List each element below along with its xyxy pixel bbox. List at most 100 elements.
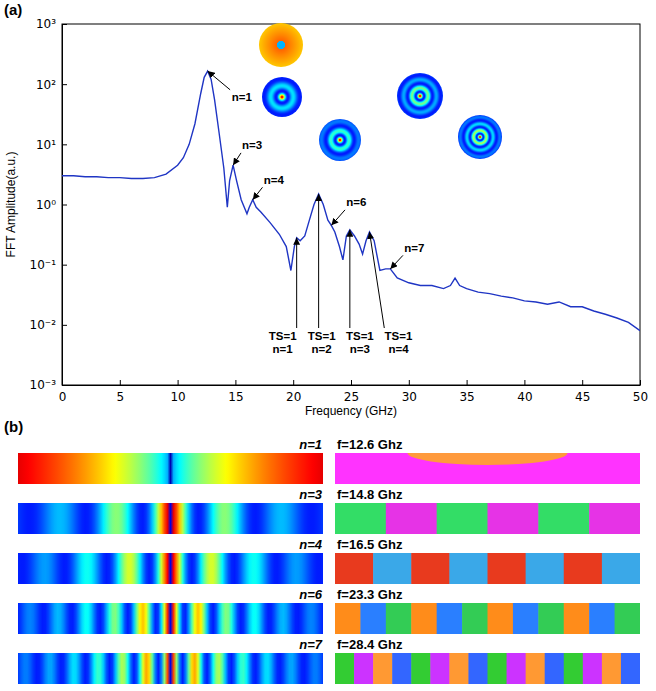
tick: 10³ (36, 17, 67, 31)
annotation: n=4 (264, 174, 285, 186)
frequency-label: f=23.3 Ghz (337, 587, 403, 602)
plot-frame (62, 24, 640, 385)
phase-segment (373, 653, 393, 684)
tick: 35 (459, 380, 474, 404)
tick-label: 10¹ (36, 138, 56, 152)
annotation: n=3 (242, 139, 262, 151)
phase-segment (488, 553, 527, 584)
phase-segment (462, 603, 488, 634)
mode-row: n=4f=16.5 Ghz (18, 537, 641, 584)
tick-mark (62, 24, 67, 25)
amplitude-image (18, 453, 323, 484)
figure: (a)0510152025303540455010⁻³10⁻²10⁻¹10⁰10… (0, 0, 656, 691)
tick-label: 10⁻³ (30, 378, 57, 392)
mode-image (262, 77, 302, 117)
annotation-label: n=4 (264, 174, 285, 186)
tick: 45 (575, 380, 590, 404)
frequency-label: f=14.8 Ghz (337, 487, 403, 502)
annotation-arrow (233, 153, 241, 165)
tick: 10⁰ (36, 198, 67, 212)
phase-segment (411, 603, 437, 634)
annotation: n=7 (404, 242, 424, 254)
tick: 10⁻² (30, 318, 67, 332)
annotation-arrow (369, 232, 384, 328)
frequency-label: f=12.6 Ghz (337, 437, 403, 452)
tick: 5 (116, 380, 124, 404)
phase-segment (488, 503, 539, 534)
phase-segment (411, 653, 431, 684)
mode-row: n=7f=28.4 Ghz (18, 637, 641, 684)
phase-image (335, 653, 640, 684)
tick-mark (467, 380, 468, 385)
x-axis: 05101520253035404550 (59, 380, 648, 404)
tick-mark (120, 380, 121, 385)
mode-label: n=1 (299, 437, 322, 452)
tick-mark (235, 380, 236, 385)
plot-area (62, 71, 640, 331)
tick: 10⁻³ (30, 378, 67, 392)
phase-segment (488, 653, 508, 684)
phase-segment (386, 503, 437, 534)
tick-mark (62, 385, 67, 386)
tick-label: 30 (402, 390, 417, 404)
annotation-arrow (296, 238, 297, 328)
annotation-label: n=3 (350, 343, 370, 355)
phase-segment (373, 553, 412, 584)
phase-segment (513, 603, 539, 634)
phase-segment (354, 653, 374, 684)
phase-segment (564, 603, 590, 634)
mode-label: n=6 (299, 587, 323, 602)
phase-segment (386, 603, 412, 634)
tick-label: 10³ (36, 17, 56, 31)
phase-segment (430, 653, 450, 684)
annotation-arrow (318, 194, 319, 328)
phase-segment (437, 603, 463, 634)
phase-segment (488, 603, 514, 634)
tick-label: 10⁻² (30, 318, 57, 332)
annotation-label: n=4 (388, 343, 409, 355)
tick-mark (293, 380, 294, 385)
phase-image (335, 603, 640, 634)
phase-segment (335, 603, 361, 634)
phase-segment (335, 503, 386, 534)
phase-image (335, 553, 640, 584)
annotation-label: TS=1 (308, 330, 336, 342)
tick: 20 (286, 380, 301, 404)
amplitude-image (18, 503, 323, 534)
phase-segment (408, 453, 568, 465)
phase-segment (335, 553, 374, 584)
tick: 10² (36, 78, 67, 92)
annotation: n=1 (232, 91, 253, 103)
mode-row: n=6 f=23.3 Ghz (18, 587, 641, 634)
tick-mark (582, 380, 583, 385)
phase-segment (449, 653, 469, 684)
tick-label: 10 (170, 390, 185, 404)
mode-image (259, 23, 303, 67)
phase-segment (392, 653, 412, 684)
mode-label: n=7 (299, 637, 323, 652)
y-axis: 10⁻³10⁻²10⁻¹10⁰10¹10²10³ (30, 17, 67, 392)
annotation-label: TS=1 (346, 330, 374, 342)
tick: 10¹ (36, 138, 67, 152)
panel-label: (a) (4, 1, 22, 18)
tick-mark (62, 144, 67, 145)
tick: 30 (402, 380, 417, 404)
annotation: TS=1n=4 (385, 330, 413, 355)
phase-segment (538, 503, 589, 534)
tick-mark (62, 84, 67, 85)
phase-segment (621, 653, 640, 684)
annotation-arrow (349, 230, 350, 328)
annotation-label: n=3 (242, 139, 262, 151)
phase-segment (583, 653, 603, 684)
tick-label: 15 (228, 390, 243, 404)
annotation: TS=1n=2 (308, 330, 336, 355)
annotation-arrow (390, 255, 403, 269)
phase-segment (564, 553, 603, 584)
mode-image (458, 115, 502, 159)
tick-label: 5 (116, 390, 124, 404)
phase-segment (538, 603, 564, 634)
tick-label: 0 (59, 390, 67, 404)
annotation-label: n=1 (273, 343, 294, 355)
annotation-label: TS=1 (385, 330, 413, 342)
mode-row: n=1 f=12.6 Ghz (18, 437, 641, 484)
